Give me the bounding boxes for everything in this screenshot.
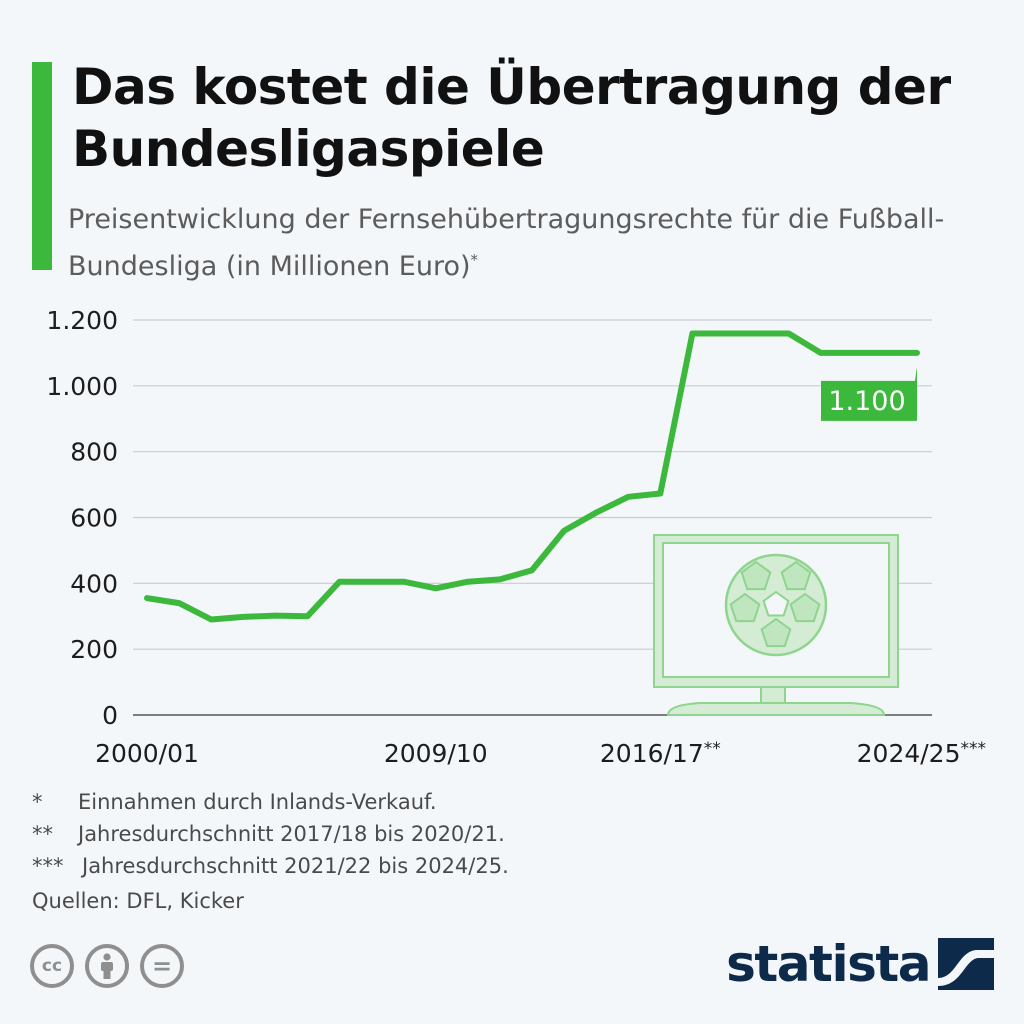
statista-logo-icon [938, 938, 994, 990]
footnote-3: *** Jahresdurchschnitt 2021/22 bis 2024/… [32, 850, 732, 882]
y-tick-label: 400 [70, 569, 118, 598]
footnote-mark: ** [32, 822, 53, 846]
footnote-text: Einnahmen durch Inlands-Verkauf. [78, 790, 437, 814]
chart-title: Das kostet die Übertragung der Bundeslig… [72, 58, 951, 178]
x-tick-label: 2009/10 [384, 739, 488, 768]
accent-bar [32, 62, 52, 270]
footnotes: * Einnahmen durch Inlands-Verkauf. ** Ja… [32, 786, 732, 917]
y-tick-label: 1.000 [46, 372, 118, 401]
y-tick-label: 0 [102, 701, 118, 730]
statista-logo[interactable]: statista [726, 934, 994, 994]
football-panel [780, 560, 812, 591]
source-line: Quellen: DFL, Kicker [32, 889, 244, 913]
y-tick-label: 800 [70, 438, 118, 467]
footnote-text: Jahresdurchschnitt 2021/22 bis 2024/25. [82, 854, 509, 878]
tv-stand [666, 702, 886, 716]
football-panel [789, 592, 821, 623]
by-person-icon[interactable] [85, 944, 129, 988]
person-glyph [101, 953, 113, 979]
footnote-mark: *** [32, 854, 64, 878]
football-panel [729, 592, 761, 623]
subtitle-footnote-mark: * [470, 251, 479, 269]
nd-equals-icon[interactable]: = [140, 944, 184, 988]
x-tick-label: 2000/01 [95, 739, 199, 768]
football-panel [760, 617, 792, 648]
y-tick-label: 600 [70, 504, 118, 533]
cc-icon[interactable]: cc [30, 944, 74, 988]
y-tick-label: 1.200 [46, 306, 118, 335]
x-tick-label: 2016/17** [600, 739, 721, 768]
footnote-mark: * [32, 790, 43, 814]
x-tick-label: 2024/25*** [857, 739, 986, 768]
chart-subtitle: Preisentwicklung der Fernsehübertragungs… [68, 200, 968, 287]
footnote-text: Jahresdurchschnitt 2017/18 bis 2020/21. [78, 822, 505, 846]
subtitle-text: Preisentwicklung der Fernsehübertragungs… [68, 204, 945, 282]
license-icons: cc = [30, 944, 184, 988]
football-panel [740, 560, 772, 591]
tv-football-icon [653, 534, 899, 716]
value-label-box [821, 366, 917, 421]
footnote-1: * Einnahmen durch Inlands-Verkauf. [32, 786, 732, 818]
y-tick-label: 200 [70, 635, 118, 664]
football-panel [762, 590, 790, 617]
logo-wordmark: statista [726, 935, 931, 993]
footnote-2: ** Jahresdurchschnitt 2017/18 bis 2020/2… [32, 818, 732, 850]
value-label: 1.100 [828, 386, 905, 417]
line-chart: 0 200 400 600 800 1.000 1.200 1.100 2000/01 2009/… [46, 306, 986, 768]
data-line [144, 330, 920, 623]
